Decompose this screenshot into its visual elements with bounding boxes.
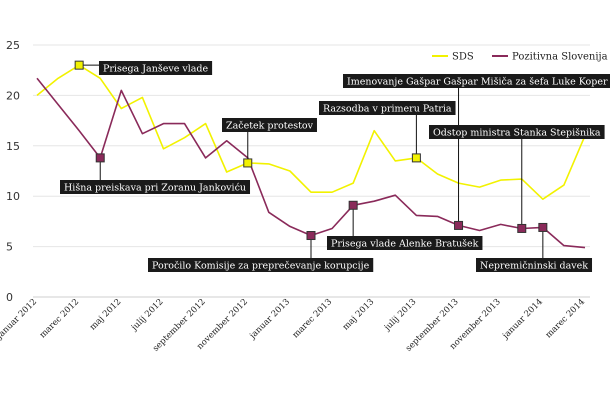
annotations: Prisega Janševe vlade Hišna preiskava pri… bbox=[60, 61, 610, 272]
annotation: Imenovanje Gašpar Gašpar Mišiča za šefa … bbox=[343, 74, 610, 226]
annotation-label: Poročilo Komisije za preprečevanje korup… bbox=[152, 261, 370, 272]
y-tick-label: 5 bbox=[6, 241, 13, 254]
annotation-box bbox=[222, 118, 317, 132]
y-tick-label: 10 bbox=[6, 190, 20, 203]
x-tick-label: januar 2014 bbox=[500, 297, 545, 342]
event-marker bbox=[538, 222, 548, 232]
x-tick-label: marec 2014 bbox=[544, 297, 587, 340]
event-marker bbox=[306, 231, 316, 241]
annotation-box bbox=[99, 61, 213, 75]
x-tick-label: julij 2013 bbox=[382, 297, 418, 333]
annotation-label: Imenovanje Gašpar Gašpar Mišiča za šefa … bbox=[347, 77, 608, 88]
event-marker bbox=[348, 200, 358, 210]
annotation-label: Prisega vlade Alenke Bratušek bbox=[331, 239, 479, 250]
annotation-label: Odstop ministra Stanka Stepišnika bbox=[433, 128, 601, 139]
y-tick-label: 0 bbox=[6, 291, 13, 304]
annotation-label: Hišna preiskava pri Zoranu Jankoviću bbox=[64, 183, 246, 194]
annotation: Prisega vlade Alenke Bratušek bbox=[327, 205, 483, 250]
annotation-label: Razsodba v primeru Patria bbox=[323, 104, 452, 115]
y-axis: 0 5 10 15 20 25 bbox=[6, 39, 20, 304]
annotation-box bbox=[60, 180, 251, 194]
annotation-box bbox=[476, 258, 593, 272]
annotation-label: Začetek protestov bbox=[226, 121, 314, 132]
event-marker bbox=[74, 60, 84, 70]
annotation-label: Prisega Janševe vlade bbox=[103, 64, 208, 75]
series-lines bbox=[36, 64, 586, 249]
annotation: Začetek protestov bbox=[222, 118, 317, 163]
x-tick-label: julij 2012 bbox=[129, 297, 165, 333]
event-marker bbox=[517, 223, 527, 233]
legend-label-ps: Pozitivna Slovenija bbox=[512, 52, 608, 63]
x-tick-label: maj 2012 bbox=[88, 297, 123, 332]
annotation-box bbox=[343, 74, 610, 88]
annotation-box bbox=[319, 101, 456, 115]
legend-label-sds: SDS bbox=[452, 52, 474, 63]
event-marker bbox=[95, 153, 105, 163]
y-tick-label: 15 bbox=[6, 140, 20, 153]
y-tick-label: 25 bbox=[6, 39, 20, 52]
x-tick-label: maj 2013 bbox=[341, 297, 376, 332]
annotation-box bbox=[429, 125, 605, 139]
x-tick-label: januar 2013 bbox=[247, 297, 292, 342]
legend: SDS Pozitivna Slovenija bbox=[432, 52, 608, 63]
event-marker bbox=[411, 153, 421, 163]
x-tick-label: marec 2012 bbox=[38, 297, 81, 340]
annotation-box bbox=[327, 236, 483, 250]
event-marker bbox=[454, 220, 464, 230]
y-tick-label: 20 bbox=[6, 89, 20, 102]
annotation: Hišna preiskava pri Zoranu Jankoviću bbox=[60, 157, 251, 194]
x-tick-label: marec 2013 bbox=[291, 297, 334, 340]
annotation: Odstop ministra Stanka Stepišnika bbox=[429, 125, 605, 229]
annotation: Nepremičninski davek bbox=[476, 227, 593, 272]
annotation-box bbox=[148, 258, 374, 272]
event-marker bbox=[243, 158, 253, 168]
grid bbox=[33, 44, 590, 298]
event-markers bbox=[74, 60, 548, 241]
annotation: Prisega Janševe vlade bbox=[79, 61, 213, 75]
series-line-ps bbox=[36, 77, 586, 249]
annotation: Razsodba v primeru Patria bbox=[319, 101, 456, 158]
annotation-label: Nepremičninski davek bbox=[480, 261, 588, 272]
